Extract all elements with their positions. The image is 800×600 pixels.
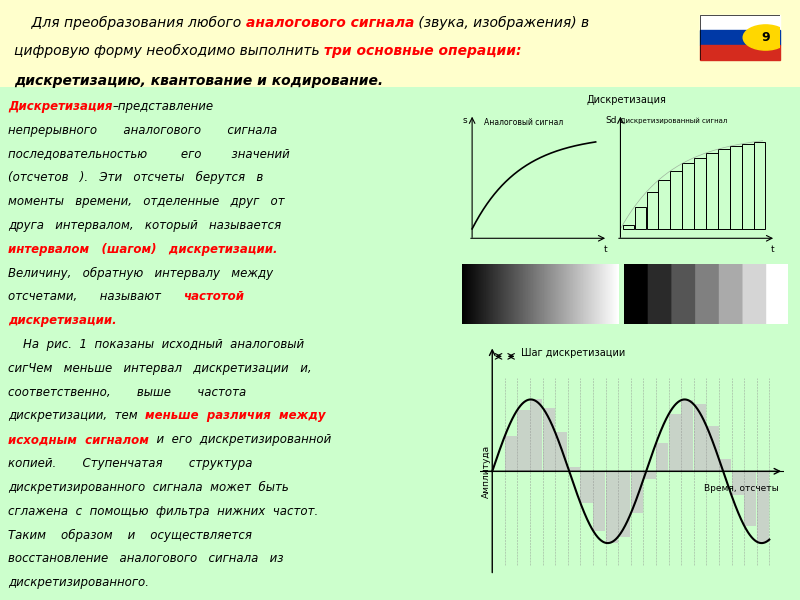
Text: Величину,   обратную   интервалу   между: Величину, обратную интервалу между bbox=[8, 266, 273, 280]
Text: На  рис.  1  показаны  исходный  аналоговый: На рис. 1 показаны исходный аналоговый bbox=[8, 338, 304, 351]
Bar bbox=[530, 400, 542, 471]
Bar bbox=[700, 45, 780, 60]
Bar bbox=[622, 225, 634, 229]
Bar bbox=[656, 443, 668, 471]
Bar bbox=[706, 426, 718, 471]
Text: Дискретизированный сигнал: Дискретизированный сигнал bbox=[621, 118, 728, 124]
Text: дискретизации.: дискретизации. bbox=[8, 314, 117, 327]
Text: непрерывного       аналогового       сигнала: непрерывного аналогового сигнала bbox=[8, 124, 278, 137]
Bar bbox=[669, 415, 681, 471]
Bar bbox=[682, 163, 694, 229]
Bar bbox=[757, 471, 769, 542]
Bar bbox=[706, 153, 718, 229]
Text: Дискретизация: Дискретизация bbox=[8, 100, 112, 113]
Text: цифровую форму необходимо выполнить: цифровую форму необходимо выполнить bbox=[14, 43, 324, 58]
Bar bbox=[694, 404, 706, 471]
Bar bbox=[670, 171, 682, 229]
Text: исходным  сигналом: исходным сигналом bbox=[8, 433, 149, 446]
Text: s: s bbox=[462, 116, 467, 125]
Text: аналогового сигнала: аналогового сигнала bbox=[246, 16, 414, 29]
Text: три основные операции:: три основные операции: bbox=[324, 43, 522, 58]
Circle shape bbox=[743, 25, 788, 50]
Text: Дискретизация: Дискретизация bbox=[586, 95, 666, 105]
Text: копией.       Ступенчатая       структура: копией. Ступенчатая структура bbox=[8, 457, 253, 470]
Text: и,: и, bbox=[289, 362, 311, 375]
Bar bbox=[754, 142, 766, 229]
Bar bbox=[719, 459, 731, 471]
Text: последовательностью         его        значений: последовательностью его значений bbox=[8, 148, 290, 160]
Text: частотой: частотой bbox=[183, 290, 245, 304]
Text: 9: 9 bbox=[762, 31, 770, 44]
Bar bbox=[646, 192, 658, 229]
Text: Для преобразования любого: Для преобразования любого bbox=[14, 16, 246, 30]
Bar bbox=[630, 471, 643, 514]
Bar bbox=[694, 158, 706, 229]
Bar bbox=[742, 144, 754, 229]
Bar bbox=[518, 410, 530, 471]
Bar bbox=[658, 180, 670, 229]
Bar bbox=[505, 436, 517, 471]
Text: t: t bbox=[770, 245, 774, 254]
Text: дискретизированного  сигнала  может  быть: дискретизированного сигнала может быть bbox=[8, 481, 289, 494]
Text: соответственно,       выше       частота: соответственно, выше частота bbox=[8, 386, 246, 398]
Text: сглажена  с  помощью  фильтра  нижних  частот.: сглажена с помощью фильтра нижних частот… bbox=[8, 505, 318, 518]
Bar bbox=[568, 467, 580, 471]
Bar bbox=[718, 149, 730, 229]
Bar bbox=[542, 408, 555, 471]
Text: друга   интервалом,   который   называется: друга интервалом, который называется bbox=[8, 219, 282, 232]
Text: восстановление   аналогового   сигнала   из: восстановление аналогового сигнала из bbox=[8, 553, 283, 565]
Bar bbox=[700, 30, 780, 45]
Bar bbox=[744, 471, 756, 526]
Text: Аналоговый сигнал: Аналоговый сигнал bbox=[485, 118, 564, 127]
Text: меньше  различия  между: меньше различия между bbox=[145, 409, 326, 422]
Bar bbox=[618, 471, 630, 536]
Text: интервалом   (шагом)   дискретизации.: интервалом (шагом) дискретизации. bbox=[8, 243, 278, 256]
Text: сигЧем   меньше   интервал   дискретизации: сигЧем меньше интервал дискретизации bbox=[8, 362, 289, 375]
Text: Шаг дискретизации: Шаг дискретизации bbox=[521, 348, 626, 358]
Bar bbox=[634, 206, 646, 229]
Bar bbox=[700, 15, 780, 30]
Text: Амплитуда: Амплитуда bbox=[482, 445, 491, 498]
Bar bbox=[555, 433, 567, 471]
Text: моменты   времени,   отделенные   друг   от: моменты времени, отделенные друг от bbox=[8, 195, 285, 208]
Text: –представление: –представление bbox=[112, 100, 214, 113]
Text: и  его  дискретизированной: и его дискретизированной bbox=[149, 433, 331, 446]
Bar bbox=[730, 146, 742, 229]
Text: отсчетами,      называют: отсчетами, называют bbox=[8, 290, 183, 304]
Text: дискретизированного.: дискретизированного. bbox=[8, 576, 149, 589]
Text: дискретизацию, квантование и кодирование.: дискретизацию, квантование и кодирование… bbox=[14, 74, 383, 88]
Text: Время, отсчеты: Время, отсчеты bbox=[704, 484, 779, 493]
Bar bbox=[593, 471, 606, 530]
Bar bbox=[643, 471, 655, 479]
Text: дискретизации,  тем: дискретизации, тем bbox=[8, 409, 145, 422]
Bar bbox=[606, 471, 618, 543]
Bar bbox=[681, 400, 694, 471]
Text: Sd: Sd bbox=[605, 116, 617, 125]
Text: Таким    образом    и    осуществляется: Таким образом и осуществляется bbox=[8, 529, 252, 542]
Text: (отсчетов   ).   Эти   отсчеты   берутся   в: (отсчетов ). Эти отсчеты берутся в bbox=[8, 171, 263, 184]
Bar bbox=[731, 471, 744, 496]
Bar bbox=[581, 471, 593, 503]
Text: (звука, изображения) в: (звука, изображения) в bbox=[414, 16, 589, 30]
Text: t: t bbox=[604, 245, 608, 254]
